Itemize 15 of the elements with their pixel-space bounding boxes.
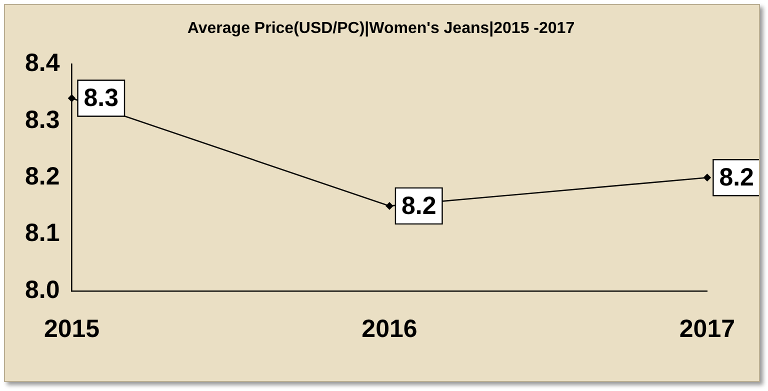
data-label: 8.2 — [719, 163, 754, 192]
y-tick-label: 8.3 — [24, 106, 60, 134]
x-tick-label: 2015 — [44, 314, 100, 343]
point — [386, 202, 394, 210]
x-tick-label: 2017 — [679, 314, 736, 343]
data-label: 8.2 — [401, 192, 436, 220]
y-tick-label: 8.2 — [24, 162, 60, 190]
chart-title: Average Price(USD/PC)|Women's Jeans|2015 -2017 — [187, 20, 575, 38]
y-tick-label: 8.0 — [24, 276, 60, 304]
y-tick-label: 8.4 — [24, 49, 60, 78]
point — [704, 174, 711, 182]
data-label: 8.3 — [84, 84, 119, 112]
x-tick-label: 2016 — [362, 314, 418, 343]
y-tick-label: 8.1 — [24, 219, 60, 248]
point — [68, 94, 76, 102]
